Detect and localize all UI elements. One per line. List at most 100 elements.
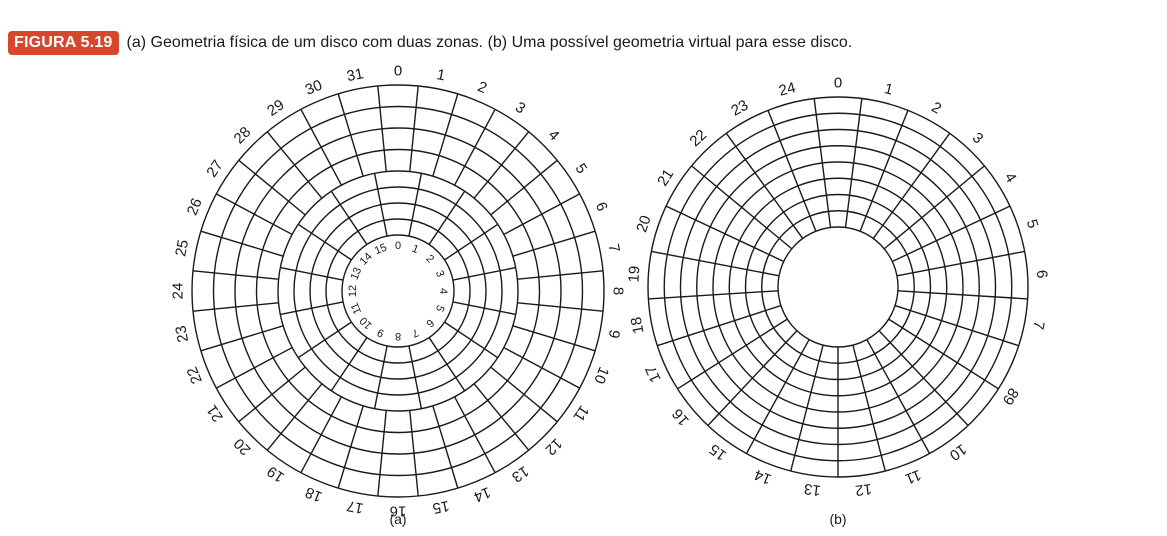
disk-b-sector-line — [677, 318, 788, 390]
disk-a-outer-sector-label: 30 — [303, 77, 325, 99]
disk-b-sector-label: 17 — [642, 363, 664, 385]
disk-a-outer-sector-line — [517, 270, 604, 280]
disk-b-sector-line — [866, 339, 931, 454]
disk-a-inner-sector-label: 12 — [347, 285, 359, 297]
disk-b-sector-label: 24 — [777, 79, 797, 100]
disk-a-outer-sector-label: 10 — [590, 364, 612, 386]
disk-a-track-ring — [277, 170, 519, 412]
disk-b-sector-label: 0 — [834, 75, 842, 92]
disk-b-sector-label: 4 — [1001, 170, 1020, 186]
disk-a-inner-sector-line — [408, 173, 423, 237]
disk-a-inner-sector-line — [373, 173, 388, 237]
disk-b-sector-line — [897, 290, 1028, 300]
disk-a-inner-sector-line — [297, 223, 352, 261]
disk-a-outer-sector-line — [453, 396, 496, 474]
disk-a-track-ring — [234, 127, 562, 455]
disk-a-outer-sector-line — [409, 410, 419, 497]
disk-a-outer-sector-line — [503, 193, 581, 236]
disk-a-inner-sector-line — [330, 337, 368, 392]
figure-caption: FIGURA 5.19 (a) Geometria física de um d… — [8, 31, 852, 55]
disk-b-sector-label: 5 — [1023, 217, 1042, 230]
disk-a-inner-sector-line — [452, 266, 516, 281]
disk-b-sector-line — [665, 205, 785, 263]
disk-a-outer-sector-label: 28 — [231, 124, 255, 148]
disk-a-outer-sector-line — [503, 346, 581, 389]
disk-b-sector-line — [896, 250, 1025, 277]
disk-a-outer-sector-line — [512, 230, 596, 257]
disk-b-sector-label: 2 — [929, 99, 945, 118]
disk-a-outer-sector-label: 0 — [394, 63, 402, 80]
disk-a-track-ring — [255, 148, 541, 434]
disk-b-caption: (b) — [829, 511, 846, 527]
figure-caption-text: (a) Geometria física de um disco com dua… — [126, 34, 853, 51]
disk-a-outer-sector-line — [337, 93, 364, 177]
disk-a-outer-sector-line — [453, 108, 496, 186]
disk-a-outer-sector-label: 19 — [264, 462, 287, 485]
disk-b-sector-line — [844, 98, 863, 228]
disk-a-physical-geometry: 0 123456789101112131415161718192021222324… — [170, 63, 627, 520]
disk-a-outer-sector-label: 15 — [431, 497, 451, 517]
disk-b-sector-line — [859, 110, 909, 232]
disk-b-sector-line — [878, 330, 969, 426]
disk-a-outer-sector-line — [192, 302, 279, 312]
disk-a-outer-sector-label: 6 — [592, 200, 611, 214]
disk-b-sector-line — [888, 318, 999, 390]
disk-a-outer-sector-label: 4 — [545, 126, 563, 144]
disk-a-outer-sector-label: 20 — [231, 435, 255, 459]
disk-b-sector-label: 13 — [803, 480, 822, 499]
disk-a-inner-sector-label: 7 — [410, 326, 420, 339]
disk-a-outer-sector-label: 23 — [172, 324, 192, 344]
disk-a-outer-sector-line — [266, 383, 323, 451]
disk-a-track-ring — [293, 186, 503, 396]
disk-b-sector-line — [707, 330, 798, 426]
disk-a-outer-sector-line — [432, 93, 459, 177]
disk-b-sector-label: 22 — [686, 126, 710, 150]
disk-a-outer-sector-label: 27 — [203, 157, 226, 180]
disk-b-sector-label: 10 — [946, 440, 969, 464]
disk-a-outer-sector-label: 11 — [570, 402, 593, 424]
disk-a-inner-sector-line — [297, 321, 352, 359]
disk-b-sector-label: 89 — [999, 385, 1022, 408]
disk-a-outer-sector-line — [432, 405, 459, 489]
disk-a-outer-sector-line — [238, 366, 306, 423]
disk-a-outer-sector-line — [192, 270, 279, 280]
disk-a-outer-sector-label: 17 — [345, 497, 365, 517]
disk-a-outer-sector-line — [490, 159, 558, 216]
disk-b-sector-line — [651, 250, 780, 277]
disk-b-sector-line — [852, 344, 886, 472]
disk-a-track-ring — [341, 234, 455, 348]
disk-a-outer-sector-label: 13 — [509, 462, 532, 485]
disk-a-outer-sector-label: 5 — [572, 161, 591, 177]
disk-a-inner-sector-label: 8 — [395, 330, 401, 342]
disk-a-outer-sector-line — [215, 193, 293, 236]
disk-b-sector-label: 11 — [903, 466, 924, 488]
disk-b-sector-line — [894, 304, 1019, 347]
disk-a-caption: (a) — [389, 511, 406, 527]
disk-b-sector-label: 16 — [669, 405, 693, 429]
disk-b-sector-line — [891, 205, 1011, 263]
disk-a-outer-sector-line — [238, 159, 306, 216]
disk-a-outer-sector-label: 14 — [471, 483, 493, 505]
disk-a-inner-sector-line — [408, 345, 423, 409]
disk-a-outer-sector-line — [512, 325, 596, 352]
disk-b-sector-label: 19 — [625, 265, 643, 283]
disk-a-inner-sector-label: 6 — [423, 316, 436, 329]
disk-b-sector-label: 20 — [633, 213, 654, 234]
disk-a-outer-sector-label: 9 — [605, 328, 623, 339]
disk-a-inner-sector-label: 15 — [373, 242, 389, 258]
disk-a-inner-sector-label: 9 — [376, 326, 386, 339]
disk-b-sector-line — [872, 132, 951, 239]
disk-b-sector-line — [657, 304, 782, 347]
disk-a-inner-sector-label: 2 — [423, 253, 436, 266]
disk-a-inner-sector-label: 14 — [358, 251, 375, 268]
disk-a-outer-sector-line — [215, 346, 293, 389]
disk-a-track-ring — [191, 84, 605, 498]
disk-a-outer-sector-label: 2 — [475, 78, 489, 97]
disk-a-inner-sector-line — [373, 345, 388, 409]
disk-a-outer-sector-label: 22 — [184, 364, 206, 386]
disk-a-outer-sector-line — [266, 131, 323, 199]
disk-a-track-ring — [309, 202, 487, 380]
disk-a-outer-sector-line — [473, 131, 530, 199]
